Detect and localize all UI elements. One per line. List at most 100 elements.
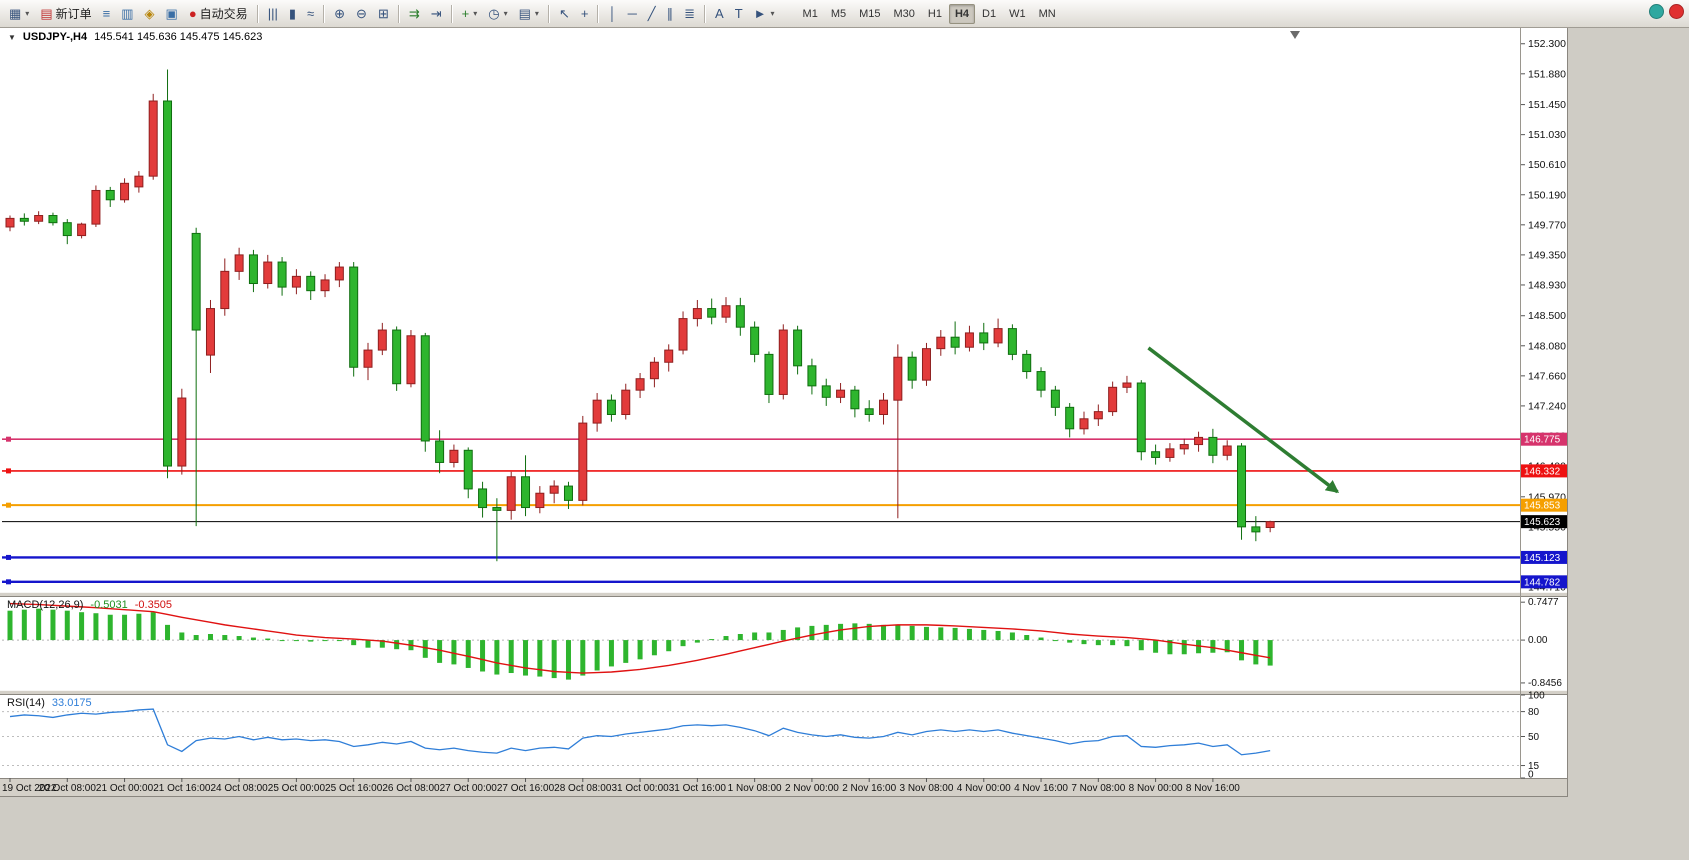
templates-button[interactable]: ▤ ▾ bbox=[514, 3, 544, 25]
svg-text:148.930: 148.930 bbox=[1528, 279, 1566, 291]
svg-text:2 Nov 00:00: 2 Nov 00:00 bbox=[785, 783, 839, 794]
timeframe-d1-button[interactable]: D1 bbox=[976, 4, 1002, 24]
zoom-out-button[interactable]: ⊖ bbox=[351, 3, 372, 25]
svg-text:149.350: 149.350 bbox=[1528, 249, 1566, 261]
autotrading-icon: ● bbox=[188, 6, 197, 21]
svg-text:31 Oct 00:00: 31 Oct 00:00 bbox=[611, 783, 669, 794]
svg-text:147.240: 147.240 bbox=[1528, 400, 1566, 412]
svg-text:8 Nov 16:00: 8 Nov 16:00 bbox=[1186, 783, 1240, 794]
line-handle[interactable] bbox=[6, 468, 11, 474]
text-label-icon: T bbox=[734, 6, 743, 21]
macd-signal-value: -0.3505 bbox=[134, 599, 173, 611]
arrows-icon: ► bbox=[753, 6, 767, 21]
timeframe-h4-button[interactable]: H4 bbox=[948, 3, 976, 24]
svg-text:146.332: 146.332 bbox=[1524, 466, 1561, 477]
rsi-line bbox=[9, 708, 1271, 756]
chart-shift-marker-icon[interactable] bbox=[1290, 31, 1300, 39]
svg-text:147.660: 147.660 bbox=[1528, 370, 1566, 382]
bar-chart-button[interactable]: ||| bbox=[263, 3, 283, 25]
macd-indicator-label: MACD(12,26,9) -0.5031 -0.3505 bbox=[7, 599, 172, 611]
notification-icon[interactable] bbox=[1669, 4, 1684, 19]
cursor-button[interactable]: ↖ bbox=[554, 3, 575, 25]
periods-button[interactable]: ◷ ▾ bbox=[483, 3, 512, 25]
chart-shift-icon: ⇥ bbox=[430, 6, 442, 21]
svg-text:149.770: 149.770 bbox=[1528, 219, 1566, 231]
svg-text:148.500: 148.500 bbox=[1528, 310, 1566, 322]
macd-histogram bbox=[7, 608, 1273, 680]
pane-separator[interactable] bbox=[0, 690, 1568, 695]
timeframe-m15-button[interactable]: M15 bbox=[853, 4, 886, 24]
price-tag bbox=[1521, 515, 1567, 529]
svg-text:20 Oct 08:00: 20 Oct 08:00 bbox=[39, 783, 97, 794]
candlestick-series bbox=[5, 69, 1275, 562]
rsi-name: RSI(14) bbox=[7, 697, 45, 709]
svg-text:-0.8456: -0.8456 bbox=[1528, 678, 1562, 689]
cursor-icon: ↖ bbox=[558, 6, 570, 21]
svg-text:3 Nov 08:00: 3 Nov 08:00 bbox=[900, 783, 954, 794]
window-icons bbox=[1649, 4, 1684, 19]
chart-header: ▼ USDJPY-,H4 145.541 145.636 145.475 145… bbox=[8, 31, 262, 43]
chart-ohlc-readout: 145.541 145.636 145.475 145.623 bbox=[94, 31, 263, 43]
fibonacci-button[interactable]: ≣ bbox=[679, 3, 700, 25]
timeframe-w1-button[interactable]: W1 bbox=[1003, 4, 1032, 24]
indicators-icon: + bbox=[461, 6, 470, 21]
vertical-line-button[interactable]: │ bbox=[603, 3, 621, 25]
svg-text:27 Oct 00:00: 27 Oct 00:00 bbox=[440, 783, 498, 794]
timeframe-h1-button[interactable]: H1 bbox=[922, 4, 948, 24]
market-watch-icon: ≡ bbox=[102, 6, 111, 21]
auto-scroll-button[interactable]: ⇉ bbox=[404, 3, 425, 25]
svg-text:151.030: 151.030 bbox=[1528, 129, 1566, 141]
terminal-button[interactable]: ▣ bbox=[161, 3, 183, 25]
svg-text:15: 15 bbox=[1528, 761, 1540, 772]
channel-button[interactable]: ∥ bbox=[662, 3, 679, 25]
periods-icon: ◷ bbox=[488, 6, 500, 21]
candlestick-chart-icon: ▮ bbox=[288, 6, 296, 21]
line-handle[interactable] bbox=[6, 502, 11, 508]
line-handle[interactable] bbox=[6, 436, 11, 442]
time-axis[interactable] bbox=[0, 778, 1568, 797]
timeframe-m1-button[interactable]: M1 bbox=[797, 4, 824, 24]
svg-text:25 Oct 00:00: 25 Oct 00:00 bbox=[268, 783, 326, 794]
pane-separator[interactable] bbox=[0, 592, 1568, 597]
trend-arrow[interactable] bbox=[1147, 346, 1340, 494]
trendline-button[interactable]: ╱ bbox=[643, 3, 661, 25]
navigator-button[interactable]: ◈ bbox=[140, 3, 160, 25]
text-button[interactable]: A bbox=[710, 3, 729, 25]
candlestick-chart-button[interactable]: ▮ bbox=[284, 3, 301, 25]
new-order-button-label: 新订单 bbox=[55, 7, 92, 21]
chart-window-button[interactable]: ▦ ▾ bbox=[4, 3, 34, 25]
community-icon[interactable] bbox=[1649, 4, 1664, 19]
arrows-button[interactable]: ► ▾ bbox=[749, 3, 780, 25]
line-handle[interactable] bbox=[6, 554, 11, 560]
chart-collapse-icon[interactable]: ▼ bbox=[8, 32, 16, 42]
text-label-button[interactable]: T bbox=[730, 3, 748, 25]
price-tag bbox=[1521, 464, 1567, 478]
autotrading-button[interactable]: ● 自动交易 bbox=[184, 3, 253, 25]
timeframe-m5-button[interactable]: M5 bbox=[825, 4, 852, 24]
svg-text:19 Oct 2022: 19 Oct 2022 bbox=[2, 783, 57, 794]
svg-text:145.123: 145.123 bbox=[1524, 553, 1561, 564]
svg-text:80: 80 bbox=[1528, 707, 1540, 718]
chevron-down-icon: ▾ bbox=[770, 9, 775, 18]
zoom-in-button[interactable]: ⊕ bbox=[329, 3, 350, 25]
chart-shift-button[interactable]: ⇥ bbox=[426, 3, 447, 25]
chart-symbol-period: USDJPY-,H4 bbox=[22, 31, 88, 43]
data-window-button[interactable]: ▥ bbox=[116, 3, 138, 25]
crosshair-button[interactable]: + bbox=[576, 3, 594, 25]
market-watch-button[interactable]: ≡ bbox=[98, 3, 116, 25]
svg-text:2 Nov 16:00: 2 Nov 16:00 bbox=[842, 783, 896, 794]
chart-window-icon: ▦ bbox=[9, 6, 22, 21]
bar-chart-icon: ||| bbox=[267, 6, 278, 21]
timeframe-m30-button[interactable]: M30 bbox=[888, 4, 921, 24]
horizontal-line-button[interactable]: ─ bbox=[623, 3, 642, 25]
tile-windows-button[interactable]: ⊞ bbox=[373, 3, 394, 25]
crosshair-icon: + bbox=[580, 6, 589, 21]
line-handle[interactable] bbox=[6, 579, 11, 585]
svg-text:145.623: 145.623 bbox=[1524, 517, 1561, 528]
indicators-button[interactable]: + ▾ bbox=[457, 3, 483, 25]
line-chart-button[interactable]: ≈ bbox=[302, 3, 319, 25]
new-order-button[interactable]: ▤ 新订单 bbox=[35, 3, 96, 25]
timeframe-mn-button[interactable]: MN bbox=[1033, 4, 1062, 24]
